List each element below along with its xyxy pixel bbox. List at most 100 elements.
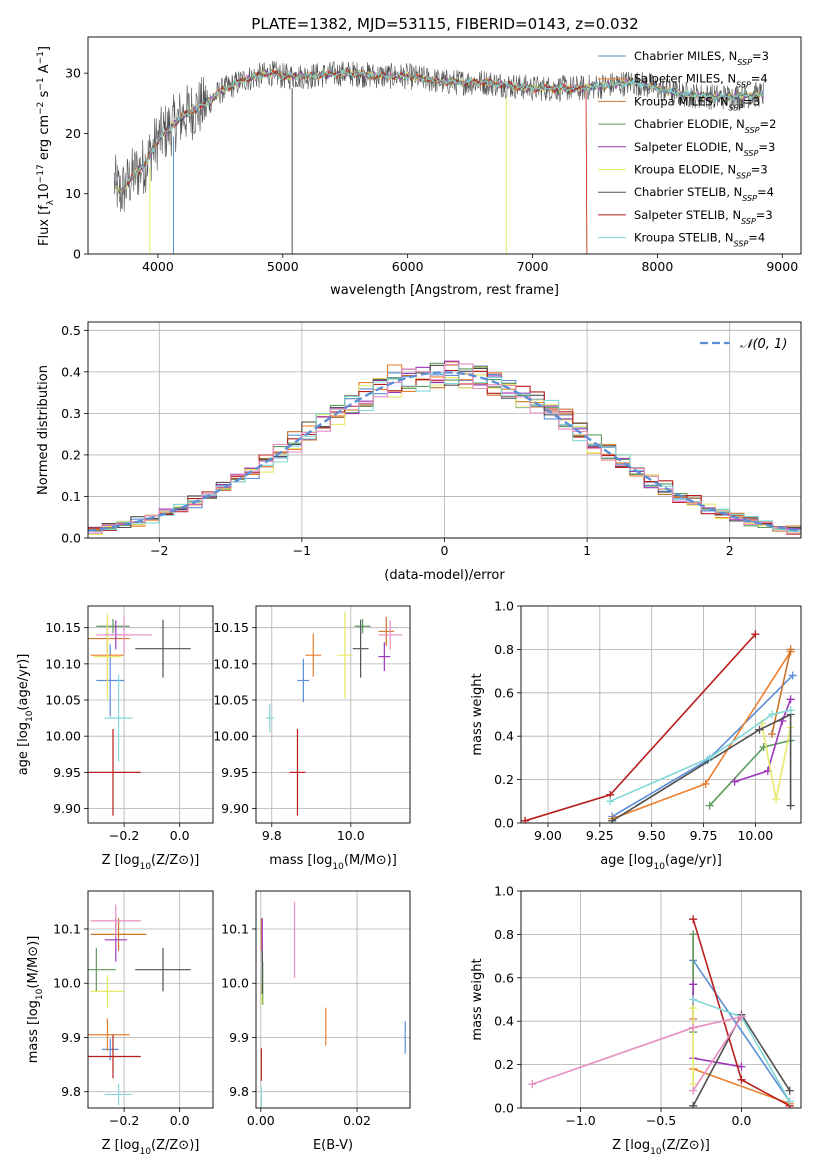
- y-tick-label: 1.0: [494, 599, 514, 614]
- y-axis-label: Normed distribution: [36, 365, 51, 495]
- point-marker: [705, 753, 714, 762]
- y-tick-label: 0.4: [494, 729, 514, 744]
- y-tick-label: 0.6: [494, 685, 514, 700]
- weight-line: [532, 1015, 744, 1092]
- x-axis-label: (data-model)/error: [384, 568, 505, 583]
- y-tick-label: 0.0: [61, 531, 81, 546]
- axes-frame: [87, 36, 802, 255]
- point-marker: [785, 1097, 794, 1106]
- axes-frame: [255, 890, 411, 1109]
- y-tick-label: 0.2: [61, 447, 81, 462]
- y-axis-label: age [log10(age/yr)]: [16, 654, 35, 776]
- y-axis-label: mass weight: [470, 673, 485, 755]
- legend-label: 𝒩(0, 1): [740, 337, 787, 352]
- x-axis-label: mass [log10(M/M⊙)]: [269, 853, 397, 872]
- y-axis-label: mass weight: [470, 958, 485, 1040]
- x-tick-label: −0.5: [646, 1113, 676, 1128]
- legend-label: Salpeter STELIB, NSSP=3: [634, 208, 773, 226]
- weight-line: [771, 649, 792, 735]
- point-marker: [788, 671, 797, 680]
- y-tick-label: 0.8: [494, 927, 514, 942]
- y-tick-label: 10.0: [53, 976, 81, 991]
- y-tick-label: 9.8: [61, 1084, 81, 1099]
- plot-area: [265, 611, 403, 816]
- x-tick-label: 10.00: [737, 828, 773, 843]
- point-marker: [786, 695, 795, 704]
- legend-label: Chabrier STELIB, NSSP=4: [634, 185, 774, 203]
- point-marker: [521, 816, 530, 823]
- y-tick-label: 10.0: [221, 976, 249, 991]
- plot-area: [113, 60, 764, 254]
- point-marker: [689, 915, 698, 924]
- x-tick-label: 0: [441, 543, 449, 558]
- point-marker: [737, 1062, 746, 1071]
- x-tick-label: −1.0: [565, 1113, 595, 1128]
- y-tick-label: 0.2: [494, 772, 514, 787]
- x-tick-label: 0.0: [732, 1113, 752, 1128]
- weight-line: [760, 723, 792, 800]
- x-tick-label: 0.0: [170, 828, 190, 843]
- y-tick-label: 10.15: [45, 620, 81, 635]
- y-tick-label: 9.90: [221, 801, 249, 816]
- point-marker: [786, 801, 795, 810]
- x-tick-label: 0.0: [170, 1113, 190, 1128]
- chart-age_vs_mass: 9.8 10.0 9.90 9.95 10.00 10.05 10.10 10.15 mass …: [213, 605, 411, 872]
- axes-frame: [87, 321, 802, 539]
- plot-area: [88, 360, 801, 535]
- chart-age_vs_Z: −0.2 0.0 9.90 9.95 10.00 10.05 10.10 10.15 Z [lo…: [16, 605, 214, 872]
- y-tick-label: 9.9: [229, 1030, 249, 1045]
- point-marker: [786, 645, 795, 654]
- plot-area: [260, 901, 406, 1108]
- histogram-line: [88, 363, 801, 534]
- x-tick-label: 10.0: [337, 828, 365, 843]
- plot-area: [521, 630, 797, 823]
- y-tick-label: 0.4: [494, 1014, 514, 1029]
- y-tick-label: 30: [65, 66, 81, 81]
- chart-residuals: −2 −1 0 1 2 0.0 0.1 0.2 0.3 0.4 0.5 (data-model)/er…: [36, 321, 802, 583]
- y-tick-label: 10.05: [45, 693, 81, 708]
- figure-title: PLATE=1382, MJD=53115, FIBERID=0143, z=0…: [251, 15, 638, 33]
- point-marker: [755, 725, 764, 734]
- y-tick-label: 10.10: [213, 656, 249, 671]
- x-tick-label: 0.02: [343, 1113, 371, 1128]
- legend-label: Chabrier MILES, NSSP=3: [634, 49, 769, 67]
- data-spectrum-line: [113, 60, 764, 212]
- x-tick-label: 8000: [641, 259, 673, 274]
- x-axis-label: Z [log10(Z/Z⊙)]: [102, 1138, 200, 1157]
- weight-line: [609, 709, 791, 803]
- axes-frame: [255, 605, 411, 824]
- weight-line: [734, 699, 792, 783]
- point-marker: [689, 1101, 698, 1108]
- weight-line: [692, 959, 791, 1102]
- y-tick-label: 10.00: [45, 729, 81, 744]
- axes-frame: [520, 605, 802, 824]
- x-tick-label: 2: [726, 543, 734, 558]
- y-tick-label: 0.3: [61, 406, 81, 421]
- point-marker: [785, 1086, 794, 1095]
- x-axis-label: Z [log10(Z/Z⊙)]: [612, 1138, 710, 1157]
- point-marker: [737, 1012, 746, 1021]
- gaussian-curve: [88, 371, 801, 532]
- y-axis-label: Flux [fλ10−17 erg cm−2 s−1 A−1]: [36, 46, 56, 246]
- point-marker: [701, 779, 710, 788]
- y-tick-label: 10.00: [213, 729, 249, 744]
- point-marker: [606, 797, 615, 806]
- chart-mass_vs_ebv: 0.00 0.02 9.8 9.9 10.0 10.1 E(B-V): [221, 890, 411, 1153]
- chart-weight_vs_age: 9.00 9.25 9.50 9.75 10.00 0.0 0.2 0.4 0.6 0.8 1.0 a…: [470, 599, 802, 872]
- y-tick-label: 10.1: [53, 921, 81, 936]
- point-marker: [751, 630, 760, 639]
- legend-label: Chabrier ELODIE, NSSP=2: [634, 117, 776, 135]
- y-tick-label: 0.6: [494, 970, 514, 985]
- point-marker: [528, 1080, 537, 1089]
- point-marker: [689, 1086, 698, 1095]
- y-tick-label: 0.8: [494, 642, 514, 657]
- legend-label: Salpeter MILES, NSSP=4: [634, 72, 768, 90]
- y-tick-label: 10: [65, 186, 81, 201]
- legend-label: Salpeter ELODIE, NSSP=3: [634, 140, 775, 158]
- point-marker: [737, 1075, 746, 1084]
- y-tick-label: 9.90: [53, 801, 81, 816]
- y-tick-label: 9.95: [221, 765, 249, 780]
- legend-label: Kroupa MILES, NSSP=3: [634, 94, 760, 112]
- plot-area: [528, 915, 794, 1108]
